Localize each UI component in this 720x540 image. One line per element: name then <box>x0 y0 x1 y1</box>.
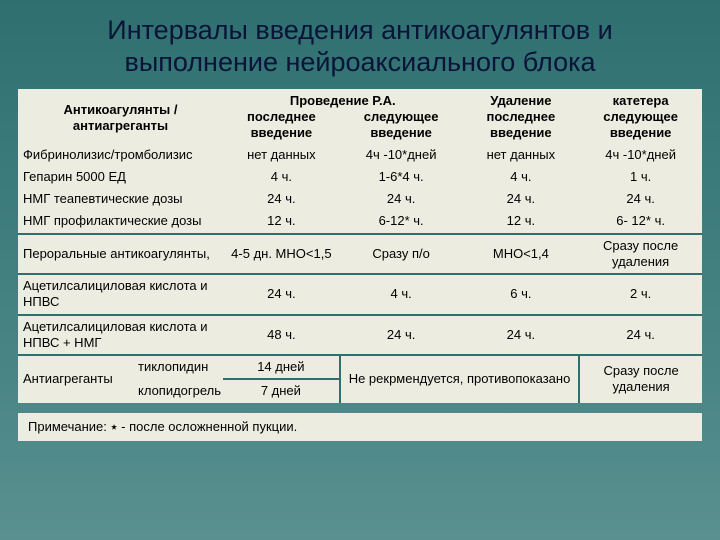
cell: 24 ч. <box>223 188 340 210</box>
col-header-last-intro: последнее введение <box>223 109 340 144</box>
ticlopidine-label: тиклопидин <box>18 359 208 375</box>
cell: нет данных <box>462 144 579 166</box>
table-row-aspirin: Ацетилсалициловая кислота и НПВС 24 ч. 4… <box>18 274 702 315</box>
cell: нет данных <box>223 144 340 166</box>
table-row-ticlopidine: Антиагреганты тиклопидин клопидогрель 14… <box>18 355 702 379</box>
cell: 2 ч. <box>579 274 702 315</box>
cell: 24 ч. <box>462 188 579 210</box>
cell: 12 ч. <box>462 210 579 233</box>
cell-ticlopidine-days: 14 дней <box>223 355 340 379</box>
cell-clopidogrel-days: 7 дней <box>223 379 340 402</box>
cell: 4 ч. <box>223 166 340 188</box>
footnote: Примечание: ٭ - после осложненной пукции… <box>18 413 702 441</box>
col-group-catheter: катетера <box>579 89 702 109</box>
col-header-drugs: Антикоагулянты / антиагреганты <box>18 89 223 144</box>
cell-label: Ацетилсалициловая кислота и НПВС + НМГ <box>18 315 223 356</box>
table-row: НМГ теапевтические дозы 24 ч. 24 ч. 24 ч… <box>18 188 702 210</box>
table-row: Фибринолизис/тромболизис нет данных 4ч -… <box>18 144 702 166</box>
cell: 12 ч. <box>223 210 340 233</box>
cell-label: Ацетилсалициловая кислота и НПВС <box>18 274 223 315</box>
col-header-next-removal: следующее введение <box>579 109 702 144</box>
table-wrapper: Антикоагулянты / антиагреганты Проведени… <box>18 89 702 403</box>
col-group-ra: Проведение Р.А. <box>223 89 462 109</box>
cell: 4 ч. <box>340 274 463 315</box>
cell: Сразу п/о <box>340 234 463 275</box>
cell-label: НМГ теапевтические дозы <box>18 188 223 210</box>
col-header-next-intro: следующее введение <box>340 109 463 144</box>
clopidogrel-label: клопидогрель <box>18 383 221 399</box>
cell: МНО<1,4 <box>462 234 579 275</box>
col-header-last-removal: последнее введение <box>462 109 579 144</box>
cell: 6 ч. <box>462 274 579 315</box>
table-row-aspirin-nmgh: Ацетилсалициловая кислота и НПВС + НМГ 4… <box>18 315 702 356</box>
cell: 4ч -10*дней <box>340 144 463 166</box>
slide: Интервалы введения антикоагулянтов и вып… <box>0 0 720 540</box>
cell: 4-5 дн. МНО<1,5 <box>223 234 340 275</box>
table-row: Гепарин 5000 ЕД 4 ч. 1-6*4 ч. 4 ч. 1 ч. <box>18 166 702 188</box>
cell: 6- 12* ч. <box>579 210 702 233</box>
cell: 24 ч. <box>340 315 463 356</box>
cell: 1 ч. <box>579 166 702 188</box>
slide-title: Интервалы введения антикоагулянтов и вып… <box>0 0 720 89</box>
cell: 1-6*4 ч. <box>340 166 463 188</box>
cell: 24 ч. <box>579 315 702 356</box>
cell: Сразу после удаления <box>579 234 702 275</box>
cell-label: НМГ профилактические дозы <box>18 210 223 233</box>
cell-not-recommended: Не рекрмендуется, противопоказано <box>340 355 579 403</box>
header-row-group: Антикоагулянты / антиагреганты Проведени… <box>18 89 702 109</box>
cell-label: Гепарин 5000 ЕД <box>18 166 223 188</box>
col-group-removal: Удаление <box>462 89 579 109</box>
anticoagulants-table: Антикоагулянты / антиагреганты Проведени… <box>18 89 702 403</box>
cell-label: Фибринолизис/тромболизис <box>18 144 223 166</box>
cell-antiplatelets-group: Антиагреганты тиклопидин клопидогрель <box>18 355 223 403</box>
cell: 4ч -10*дней <box>579 144 702 166</box>
cell-label: Пероральные антикоагулянты, <box>18 234 223 275</box>
table-row-oral: Пероральные антикоагулянты, 4-5 дн. МНО<… <box>18 234 702 275</box>
cell: 24 ч. <box>462 315 579 356</box>
cell: 4 ч. <box>462 166 579 188</box>
cell: 48 ч. <box>223 315 340 356</box>
cell: 24 ч. <box>223 274 340 315</box>
cell: 24 ч. <box>579 188 702 210</box>
cell: 24 ч. <box>340 188 463 210</box>
cell-after-removal: Сразу после удаления <box>579 355 702 403</box>
cell: 6-12* ч. <box>340 210 463 233</box>
table-row: НМГ профилактические дозы 12 ч. 6-12* ч.… <box>18 210 702 233</box>
